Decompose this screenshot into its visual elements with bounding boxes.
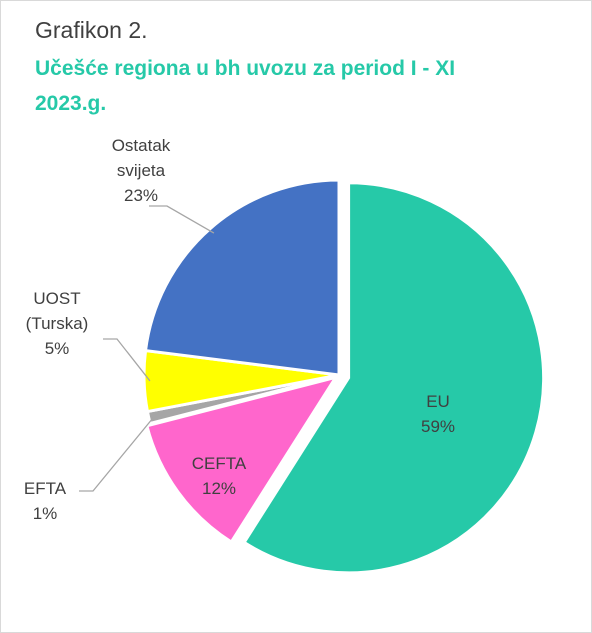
data-label: CEFTA 12% xyxy=(179,451,259,501)
pie-slice xyxy=(143,178,341,377)
pie-slice xyxy=(145,374,340,545)
category-label: UOST (Turska) xyxy=(25,289,89,333)
data-label: EFTA 1% xyxy=(15,476,75,526)
value-label: 23% xyxy=(123,186,159,205)
data-label: UOST (Turska) 5% xyxy=(17,286,97,361)
leader-line xyxy=(149,205,215,234)
chart-subtitle: Grafikon 2. xyxy=(35,17,148,43)
category-label: EU xyxy=(426,392,450,411)
value-label: 5% xyxy=(44,339,70,358)
category-label: Ostatak svijeta xyxy=(111,136,171,180)
category-label: EFTA xyxy=(23,479,67,498)
data-label: EU 59% xyxy=(398,389,478,439)
leader-line xyxy=(103,338,151,382)
chart-title: Učešće regiona u bh uvozu za period I - … xyxy=(35,57,456,115)
value-label: 59% xyxy=(420,417,456,436)
leader-line xyxy=(79,415,155,492)
category-label: CEFTA xyxy=(191,454,247,473)
value-label: 1% xyxy=(32,504,58,523)
value-label: 12% xyxy=(201,479,237,498)
pie-slice xyxy=(242,181,546,575)
data-label: Ostatak svijeta 23% xyxy=(111,133,171,208)
